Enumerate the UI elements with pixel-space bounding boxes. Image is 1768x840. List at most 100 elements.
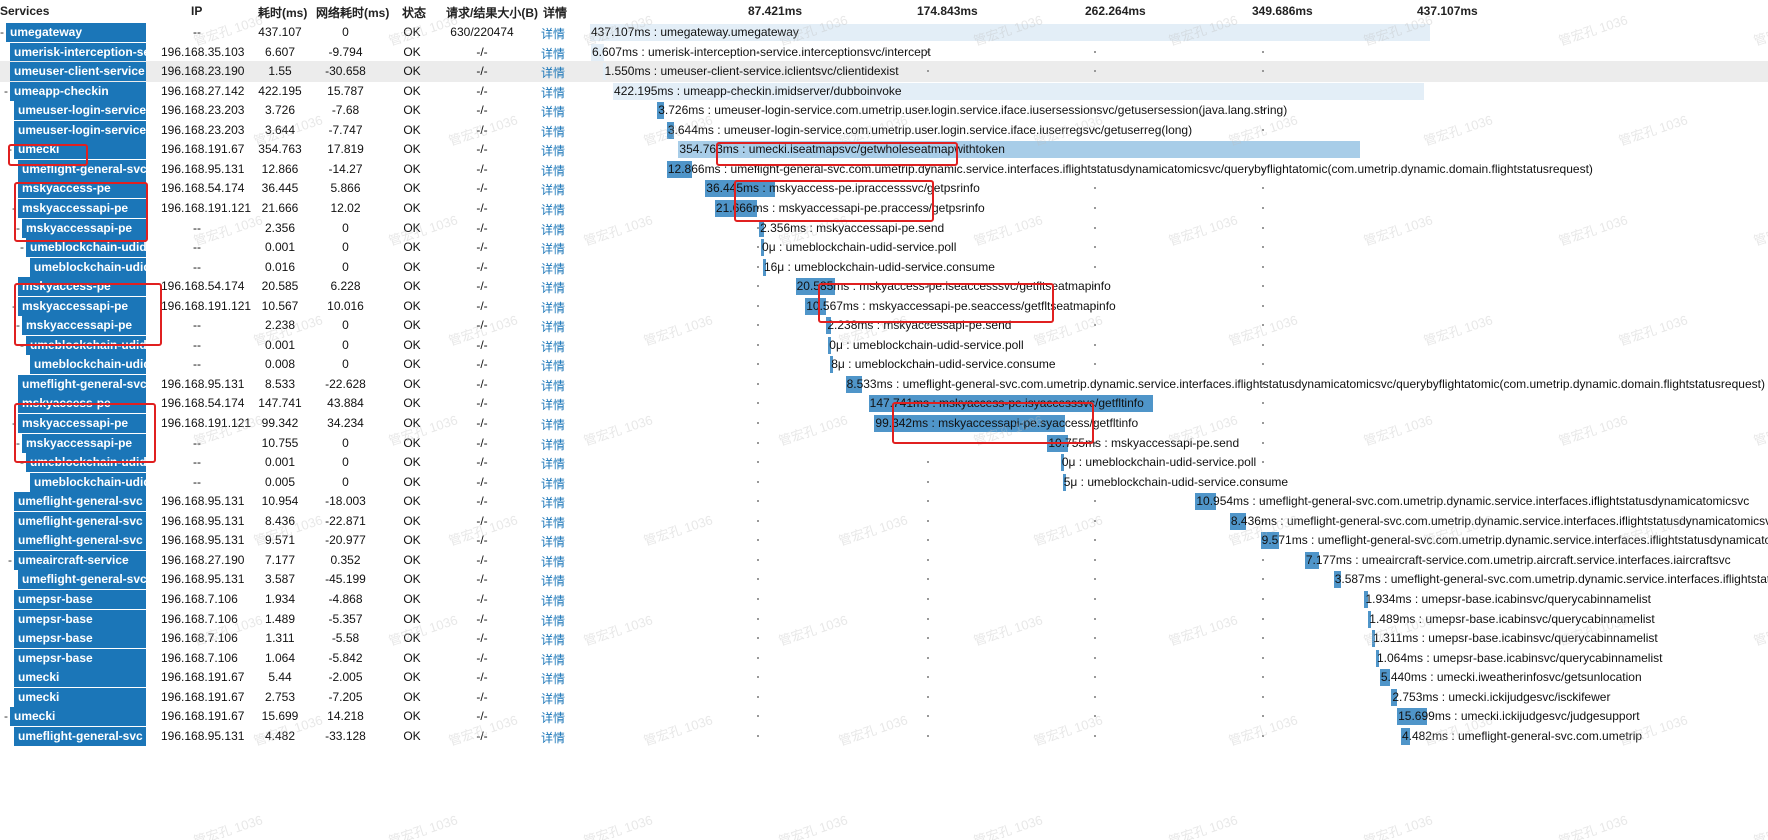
span-bar[interactable] [657,102,665,120]
span-bar[interactable] [830,356,834,374]
span-row[interactable]: umecki 196.168.191.67 5.44 -2.005 OK -/- 详情 5.4… [0,667,1768,688]
span-bar[interactable] [678,141,1361,159]
expand-toggle[interactable]: - [16,318,20,333]
span-row[interactable]: umepsr-base 196.168.7.106 1.064 -5.842 OK -/-… [0,648,1768,669]
span-row[interactable]: umerisk-interception-service 196.168.35.1… [0,42,1768,63]
service-name[interactable]: umeblockchain-udid-se [30,355,146,375]
span-row[interactable]: umepsr-base 196.168.7.106 1.489 -5.357 OK -/-… [0,609,1768,630]
span-bar[interactable] [1062,473,1066,491]
expand-toggle[interactable]: - [20,240,24,255]
span-row[interactable]: - umeaircraft-service 196.168.27.190 7.177 0… [0,550,1768,571]
span-bar[interactable] [826,317,831,335]
span-bar[interactable] [1195,493,1217,511]
span-bar[interactable] [762,258,766,276]
detail-link[interactable]: 详情 [541,105,566,120]
service-name[interactable]: umegateway [6,23,146,42]
span-bar[interactable] [795,278,836,296]
service-name[interactable]: umeaircraft-service [14,550,146,570]
span-row[interactable]: umeuser-login-service 196.168.23.203 3.726… [0,100,1768,121]
detail-link[interactable]: 详情 [541,398,566,413]
span-bar[interactable] [1364,590,1369,608]
span-bar[interactable] [666,160,692,178]
service-name[interactable]: mskyaccessapi-pe [22,316,146,336]
span-row[interactable]: umeblockchain-udid-se -- 0.008 0 OK -/- 详情 8μ :… [0,354,1768,375]
span-bar[interactable] [759,219,764,237]
span-bar[interactable] [1260,532,1280,550]
service-name[interactable]: umeflight-general-svc [14,531,146,551]
service-name[interactable]: umepsr-base [14,629,146,649]
detail-link[interactable]: 详情 [541,261,566,276]
span-row[interactable]: -umeblockchain-udid-se--0.0010OK-/-详情0μ … [0,452,1768,473]
detail-link[interactable]: 详情 [541,535,566,550]
span-bar[interactable] [1375,649,1379,667]
detail-link[interactable]: 详情 [541,320,566,335]
span-bar[interactable] [1400,727,1410,745]
detail-link[interactable]: 详情 [541,202,566,217]
span-bar[interactable] [613,82,1425,100]
span-bar[interactable] [666,121,674,139]
detail-link[interactable]: 详情 [541,633,566,648]
span-bar[interactable] [590,24,1430,41]
detail-link[interactable]: 详情 [541,359,566,374]
service-name[interactable]: mskyaccessapi-pe [22,433,146,453]
detail-link[interactable]: 详情 [541,554,566,569]
span-bar[interactable] [1372,630,1376,648]
detail-link[interactable]: 详情 [541,144,566,159]
detail-link[interactable]: 详情 [541,476,566,491]
detail-link[interactable]: 详情 [541,222,566,237]
span-row[interactable]: - umecki 196.168.191.67 15.699 14.218 OK -/- 详情… [0,706,1768,727]
span-bar[interactable] [845,375,862,393]
detail-link[interactable]: 详情 [541,457,566,472]
service-name[interactable]: umeflight-general-svc [18,374,146,394]
span-row[interactable]: umeblockchain-udid-se -- 0.005 0 OK -/- 详情 5μ :… [0,472,1768,493]
detail-link[interactable]: 详情 [541,711,566,726]
span-row[interactable]: mskyaccess-pe 196.168.54.174 36.445 5.866 OK… [0,178,1768,199]
expand-toggle[interactable]: - [8,552,12,567]
expand-toggle[interactable]: - [16,435,20,450]
service-name[interactable]: umeflight-general-svc [14,726,146,746]
detail-link[interactable]: 详情 [541,437,566,452]
detail-link[interactable]: 详情 [541,46,566,61]
service-name[interactable]: umepsr-base [14,648,146,668]
detail-link[interactable]: 详情 [541,300,566,315]
detail-link[interactable]: 详情 [541,418,566,432]
detail-link[interactable]: 详情 [541,242,566,257]
expand-toggle[interactable]: - [4,709,8,724]
service-name[interactable]: umeuser-login-service [14,120,146,140]
service-name[interactable]: umecki [14,668,146,688]
service-name[interactable]: umeflight-general-svc [14,511,146,531]
detail-link[interactable]: 详情 [541,672,566,687]
span-bar[interactable] [805,297,826,315]
span-row[interactable]: umeflight-general-svc 196.168.95.131 8.533… [0,374,1768,395]
span-row[interactable]: mskyaccess-pe 196.168.54.174 20.585 6.228 OK… [0,276,1768,297]
service-name[interactable]: umecki [14,687,146,707]
service-name[interactable]: umeuser-client-service [10,62,146,82]
expand-toggle[interactable]: - [4,83,8,98]
service-name[interactable]: mskyaccessapi-pe [18,296,146,316]
span-row[interactable]: - mskyaccessapi-pe -- 10.755 0 OK -/- 详情 10.755m… [0,433,1768,454]
span-bar[interactable] [590,43,604,61]
span-bar[interactable] [1379,669,1391,687]
span-row[interactable]: -umeblockchain-udid-se--0.0010OK-/-详情0μ … [0,237,1768,258]
service-name[interactable]: umeblockchain-udid-se [26,238,146,258]
span-row[interactable]: umepsr-base 196.168.7.106 1.934 -4.868 OK -/-… [0,589,1768,610]
detail-link[interactable]: 详情 [541,339,566,354]
span-row[interactable]: - mskyaccessapi-pe -- 2.356 0 OK -/- 详情 2.356ms … [0,218,1768,239]
span-bar[interactable] [1368,610,1372,628]
detail-link[interactable]: 详情 [541,613,566,628]
span-row[interactable]: umeflight-general-svc 196.168.95.131 4.482… [0,726,1768,747]
span-row[interactable]: - umeapp-checkin 196.168.27.142 422.195 15.7… [0,81,1768,102]
span-row[interactable]: umeflight-general-svc 196.168.95.131 10.95… [0,491,1768,512]
service-name[interactable]: mskyaccess-pe [18,277,146,297]
span-bar[interactable] [1397,708,1428,726]
span-row[interactable]: umeflight-general-svc 196.168.95.131 8.436… [0,511,1768,532]
detail-link[interactable]: 详情 [541,691,566,706]
span-bar[interactable] [1333,571,1341,589]
span-bar[interactable] [1060,454,1064,472]
detail-link[interactable]: 详情 [541,27,566,41]
span-row[interactable]: - mskyaccessapi-pe 196.168.191.121 10.567 10… [0,296,1768,317]
span-row[interactable]: umeflight-general-svc 196.168.95.131 9.571… [0,530,1768,551]
span-bar[interactable] [1229,512,1247,530]
service-name[interactable]: umecki [10,707,146,727]
detail-link[interactable]: 详情 [541,730,566,745]
